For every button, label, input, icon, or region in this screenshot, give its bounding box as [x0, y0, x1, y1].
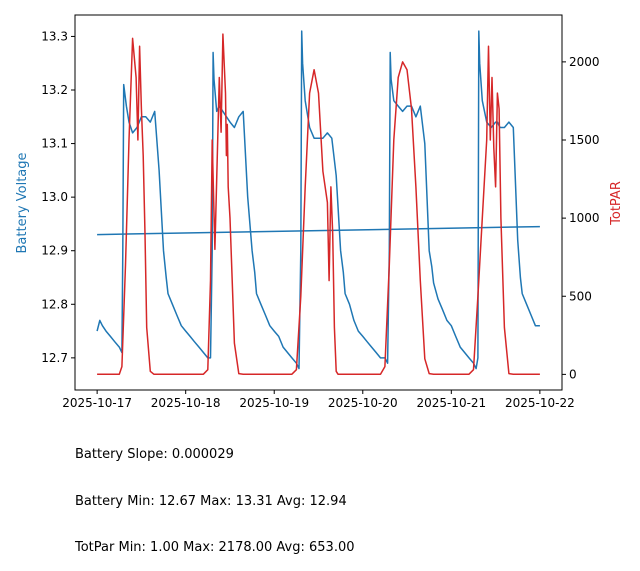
- series-layer: [96, 30, 540, 375]
- stats-block: Battery Slope: 0.000029 Battery Min: 12.…: [75, 416, 355, 571]
- y-tick-label: 12.9: [41, 244, 68, 258]
- x-tick-label: 2025-10-18: [151, 396, 221, 410]
- x-tick-label: 2025-10-22: [505, 396, 575, 410]
- y-tick-label: 13.0: [41, 190, 68, 204]
- y-axis-ticks: 12.7 12.8 12.9 13.0 13.1 13.2 13.3: [41, 29, 75, 365]
- par-stats-text: TotPar Min: 1.00 Max: 2178.00 Avg: 653.0…: [75, 540, 355, 555]
- y2-tick-label: 2000: [569, 55, 600, 69]
- plot-area-frame: [74, 14, 563, 391]
- y-tick-label: 13.1: [41, 137, 68, 151]
- y2-axis-ticks: 0 500 1000 1500 2000: [562, 55, 600, 381]
- battery-trend-line: [97, 225, 540, 236]
- y2-tick-label: 0: [569, 367, 577, 381]
- x-axis-ticks: 2025-10-17 2025-10-18 2025-10-19 2025-10-20…: [62, 390, 575, 410]
- chart: 2025-10-17 2025-10-18 2025-10-19 2025-10-20…: [15, 14, 624, 410]
- battery-voltage-line: [96, 30, 540, 370]
- y2-axis-label: TotPAR: [609, 181, 624, 226]
- y2-tick-label: 1000: [569, 211, 600, 225]
- battery-stats-text: Battery Min: 12.67 Max: 13.31 Avg: 12.94: [75, 493, 347, 509]
- y-tick-label: 12.7: [41, 351, 68, 365]
- totpar-line: [97, 33, 540, 375]
- y-tick-label: 13.2: [41, 83, 68, 97]
- x-tick-label: 2025-10-19: [239, 396, 309, 410]
- y-tick-label: 12.8: [41, 297, 68, 311]
- x-tick-label: 2025-10-20: [328, 396, 398, 410]
- y-tick-label: 13.3: [41, 29, 68, 43]
- x-tick-label: 2025-10-17: [62, 396, 132, 410]
- battery-slope-text: Battery Slope: 0.000029: [75, 447, 234, 462]
- y2-tick-label: 1500: [569, 133, 600, 147]
- y-axis-label: Battery Voltage: [15, 152, 30, 253]
- x-tick-label: 2025-10-21: [416, 396, 486, 410]
- y2-tick-label: 500: [569, 289, 592, 303]
